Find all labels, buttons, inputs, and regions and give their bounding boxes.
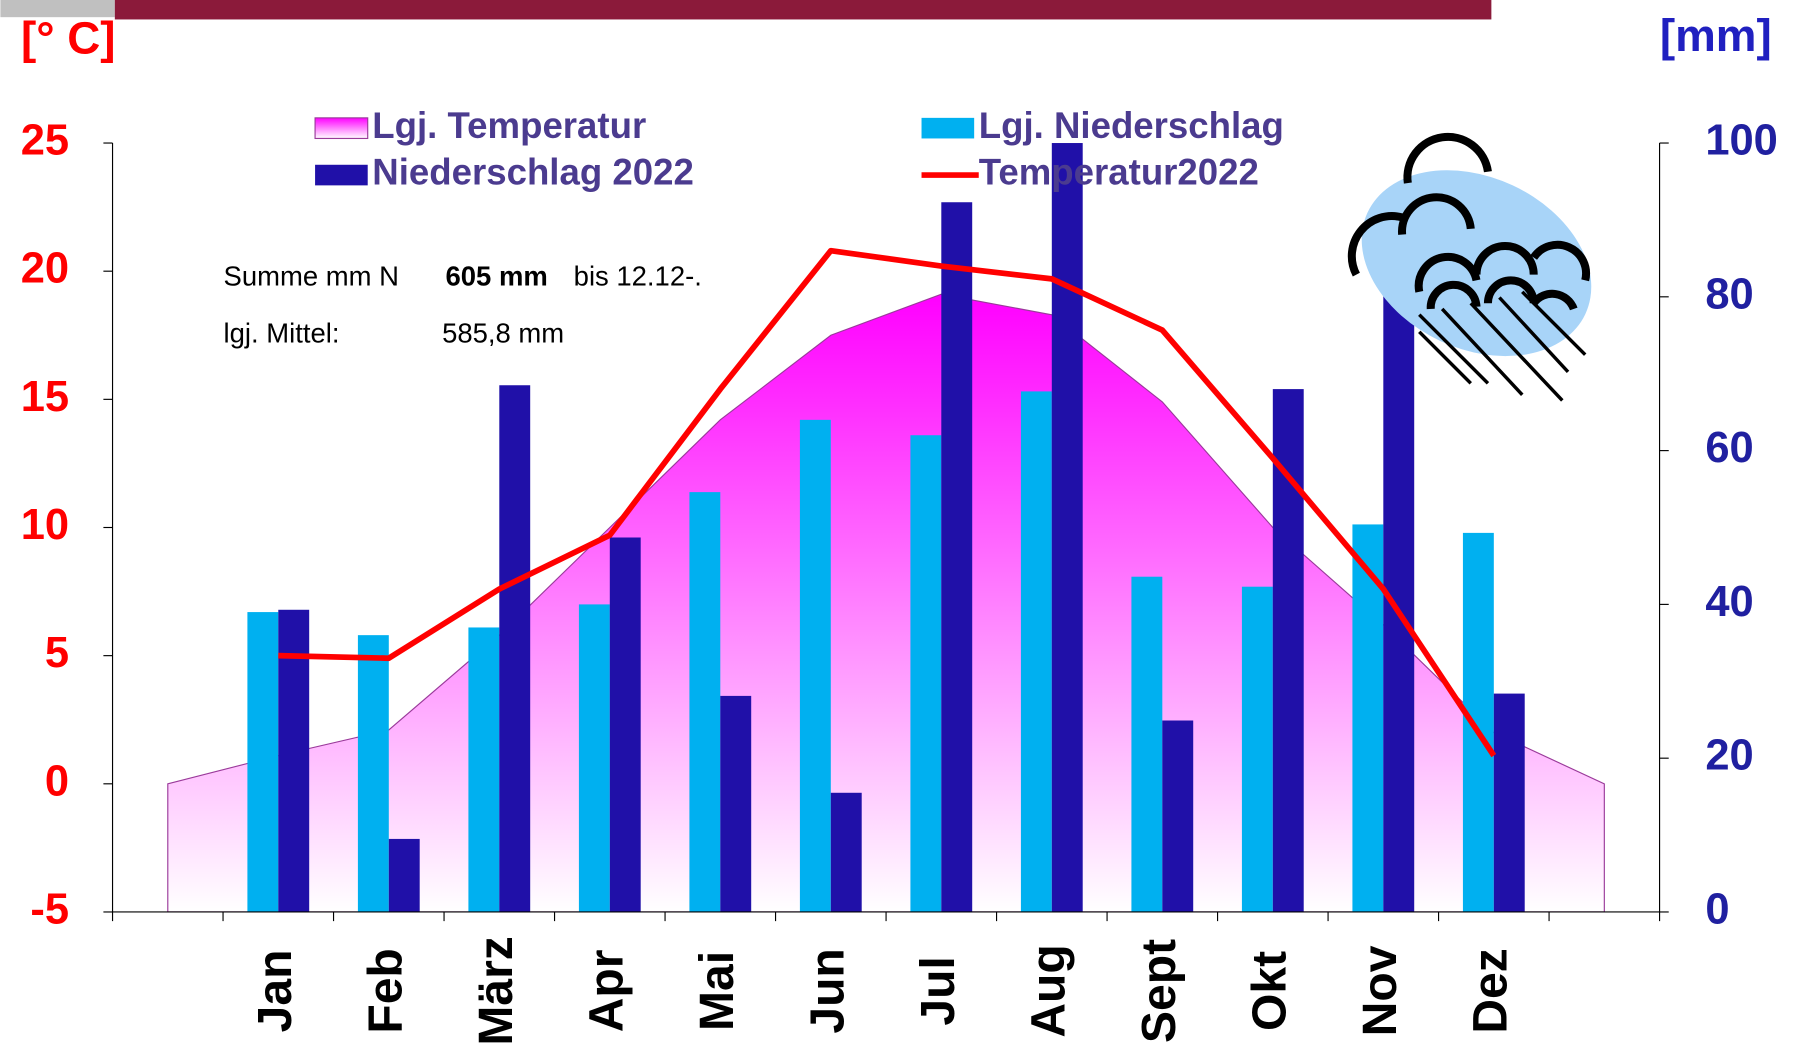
y2-tick-label: 60 <box>1705 424 1753 472</box>
bar <box>389 839 420 912</box>
y-tick-label: 0 <box>45 757 69 805</box>
y-tick-label: 10 <box>21 501 69 549</box>
y2-tick-label: 100 <box>1705 117 1778 165</box>
y2-axis-title: [mm] <box>1660 10 1772 61</box>
rain-cloud-icon <box>1331 135 1621 401</box>
bar <box>800 420 831 912</box>
bar <box>358 635 389 912</box>
y-tick-label: 15 <box>21 373 69 421</box>
annotation: Summe mm N <box>224 260 399 291</box>
y2-tick-label: 0 <box>1705 885 1729 933</box>
legend-label: Lgj. Niederschlag <box>979 105 1284 146</box>
x-tick-label: Sept <box>1133 939 1186 1043</box>
x-tick-label: Nov <box>1354 945 1407 1036</box>
bar <box>579 604 610 912</box>
x-tick-label: Mai <box>691 951 744 1031</box>
bar <box>1494 694 1525 912</box>
annotations: Summe mm N 605 mm bis 12.12-. lgj. Mitte… <box>224 260 702 348</box>
bar <box>1021 391 1052 912</box>
y-tick-label: -5 <box>30 885 69 933</box>
y-tick-label: 20 <box>21 245 69 293</box>
bar <box>1463 533 1494 912</box>
bar <box>1162 721 1193 912</box>
bar <box>689 492 720 912</box>
y2-tick-label: 40 <box>1705 578 1753 626</box>
bar <box>247 612 278 912</box>
bar <box>499 385 530 912</box>
bar <box>1131 577 1162 912</box>
bar <box>941 202 972 912</box>
x-tick-label: März <box>470 936 523 1045</box>
annotation: lgj. Mittel: <box>224 318 340 349</box>
x-tick-label: Jul <box>912 956 965 1025</box>
bar <box>1052 143 1083 912</box>
bar <box>910 435 941 912</box>
bar <box>831 793 862 912</box>
chart: [° C] [mm] -5 0 5 10 15 20 25 0 20 40 60 80 100 Jan Fe… <box>0 0 1795 1055</box>
legend-swatch <box>315 118 368 139</box>
legend-label: Niederschlag 2022 <box>372 152 694 193</box>
legend-label: Lgj. Temperatur <box>372 105 646 146</box>
x-tick-label: Okt <box>1244 951 1297 1031</box>
bar <box>610 537 641 911</box>
x-tick-label: Jun <box>801 948 854 1033</box>
y2-tick-label: 20 <box>1705 732 1753 780</box>
bar <box>1242 587 1273 912</box>
x-tick-label: Aug <box>1022 944 1075 1037</box>
y2-tick-label: 80 <box>1705 270 1753 318</box>
bar <box>720 696 751 912</box>
x-tick-label: Feb <box>359 948 412 1033</box>
y-tick-label: 5 <box>45 629 69 677</box>
legend-swatch <box>922 118 975 139</box>
x-tick-label: Jan <box>249 950 302 1033</box>
x-tick-label: Apr <box>580 950 633 1033</box>
deco-bar <box>115 0 1492 19</box>
bar <box>468 627 499 912</box>
legend-label: Temperatur2022 <box>979 152 1259 193</box>
annotation: 605 mm <box>446 260 548 291</box>
annotation: 585,8 mm <box>442 318 564 349</box>
y-tick-label: 25 <box>21 117 69 165</box>
legend-swatch <box>315 165 368 186</box>
y-axis-title: [° C] <box>21 12 116 63</box>
annotation: bis 12.12-. <box>574 260 702 291</box>
x-tick-label: Dez <box>1465 948 1518 1033</box>
